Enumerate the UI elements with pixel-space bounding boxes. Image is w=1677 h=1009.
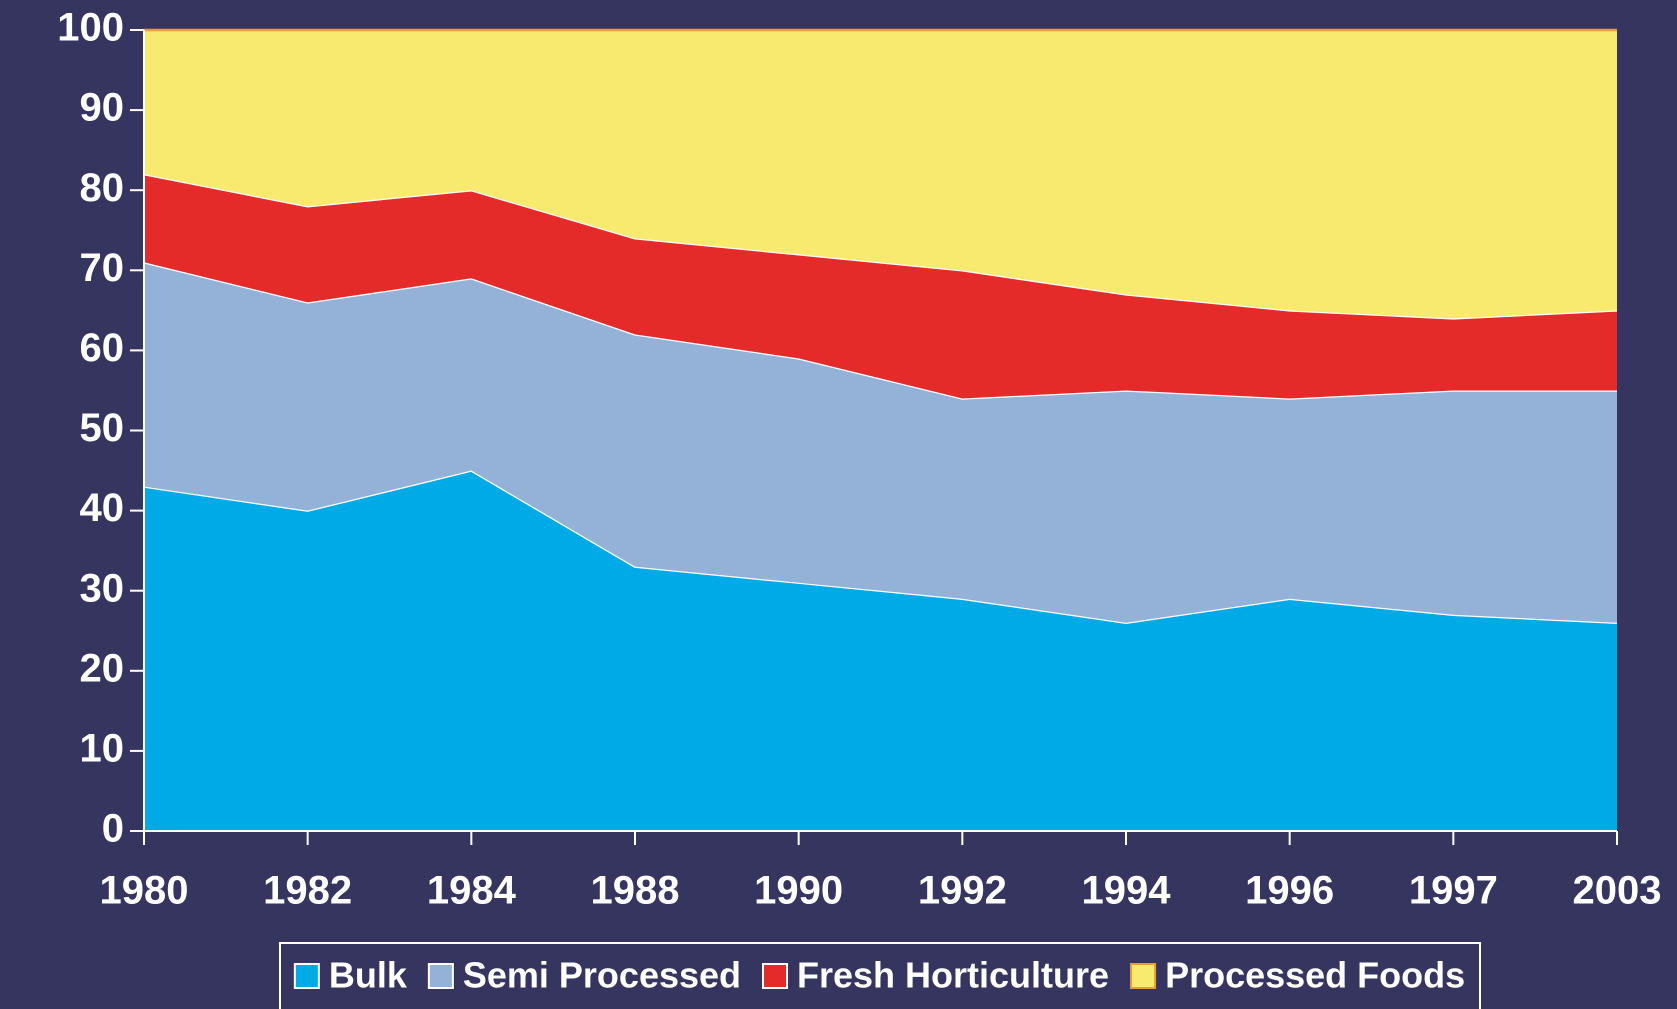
y-tick-label: 30: [80, 566, 125, 610]
x-tick-label: 1980: [100, 869, 189, 913]
legend-label: Fresh Horticulture: [797, 955, 1109, 996]
y-tick-label: 80: [80, 166, 125, 210]
x-tick-label: 1990: [754, 869, 843, 913]
y-tick-label: 50: [80, 406, 125, 450]
area: [144, 262, 1617, 623]
legend-swatch: [762, 963, 789, 989]
legend-label: Semi Processed: [463, 955, 741, 996]
x-tick-label: 1988: [591, 869, 680, 913]
y-tick-label: 0: [102, 807, 124, 851]
x-tick-label: 1997: [1409, 869, 1498, 913]
legend-label: Processed Foods: [1165, 955, 1465, 996]
y-tick-label: 20: [80, 646, 125, 690]
area: [144, 174, 1617, 399]
x-tick-label: 1992: [918, 869, 1007, 913]
legend: Bulk Semi Processed Fresh Horticulture Proc…: [293, 955, 1465, 996]
legend-label: Bulk: [329, 955, 408, 996]
x-tick-label: 1982: [263, 869, 352, 913]
y-tick-label: 90: [80, 86, 125, 130]
y-tick-label: 60: [80, 326, 125, 370]
x-tick-label: 1996: [1245, 869, 1334, 913]
y-tick-label: 70: [80, 246, 125, 290]
x-tick-label: 1984: [427, 869, 517, 913]
legend-swatch: [427, 963, 454, 989]
y-tick-label: 10: [80, 726, 125, 770]
x-tick-label: 1994: [1082, 869, 1172, 913]
legend-box: [279, 942, 1481, 1009]
y-tick-label: 40: [80, 486, 125, 530]
area: [144, 470, 1617, 831]
x-tick-label: 2003: [1573, 869, 1662, 913]
y-tick-label: 100: [57, 6, 124, 50]
legend-swatch: [293, 963, 320, 989]
area: [144, 30, 1617, 319]
legend-swatch: [1130, 963, 1157, 989]
